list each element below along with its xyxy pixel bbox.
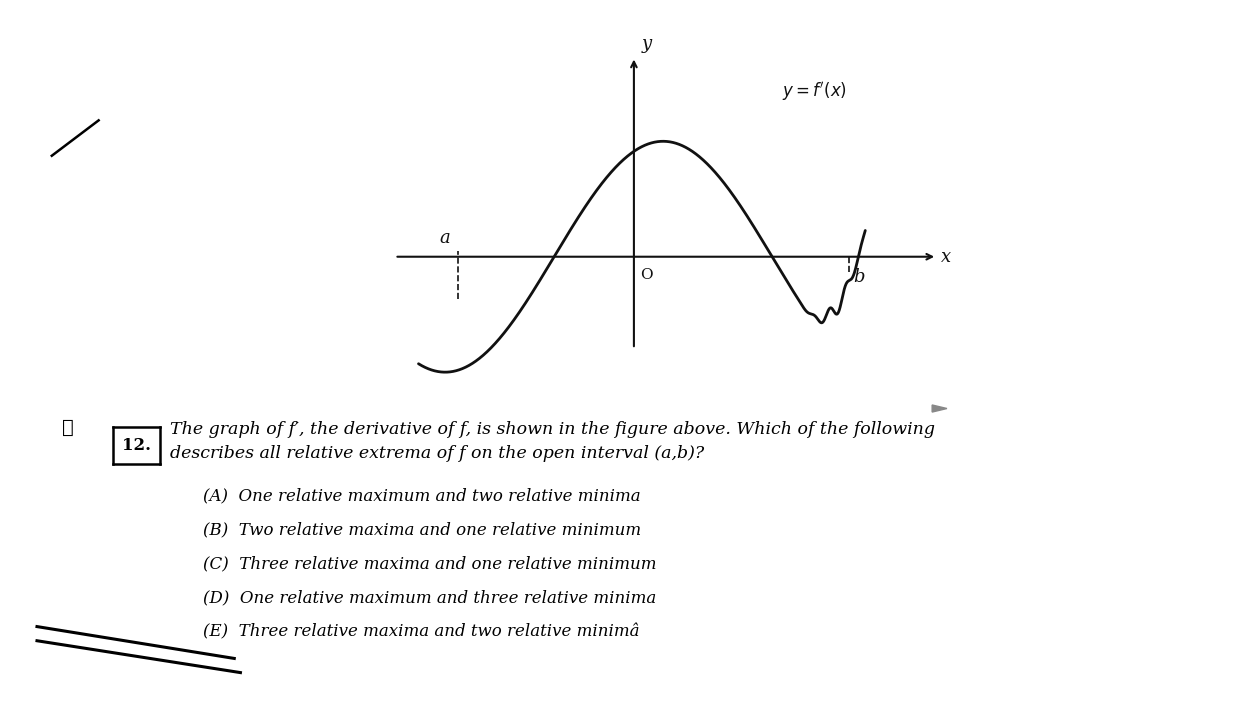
Text: a: a [440, 229, 450, 248]
Text: O: O [640, 268, 653, 282]
Text: 12.: 12. [122, 437, 152, 454]
Text: (D)  One relative maximum and three relative minima: (D) One relative maximum and three relat… [203, 589, 657, 606]
Text: (A)  One relative maximum and two relative minima: (A) One relative maximum and two relativ… [203, 487, 641, 504]
Text: $y = f'(x)$: $y = f'(x)$ [782, 80, 847, 103]
Text: (C)  Three relative maxima and one relative minimum: (C) Three relative maxima and one relati… [203, 555, 657, 572]
Text: ✓: ✓ [62, 419, 74, 438]
Text: y: y [642, 35, 652, 53]
Text: b: b [853, 268, 864, 286]
Text: describes all relative extrema of f on the open interval (a,b)?: describes all relative extrema of f on t… [170, 445, 704, 462]
Polygon shape [932, 405, 947, 412]
Text: (B)  Two relative maxima and one relative minimum: (B) Two relative maxima and one relative… [203, 521, 641, 538]
Text: x: x [941, 248, 951, 266]
Text: (E)  Three relative maxima and two relative minimâ: (E) Three relative maxima and two relati… [203, 623, 640, 640]
Text: The graph of f′, the derivative of f, is shown in the figure above. Which of the: The graph of f′, the derivative of f, is… [170, 421, 935, 438]
